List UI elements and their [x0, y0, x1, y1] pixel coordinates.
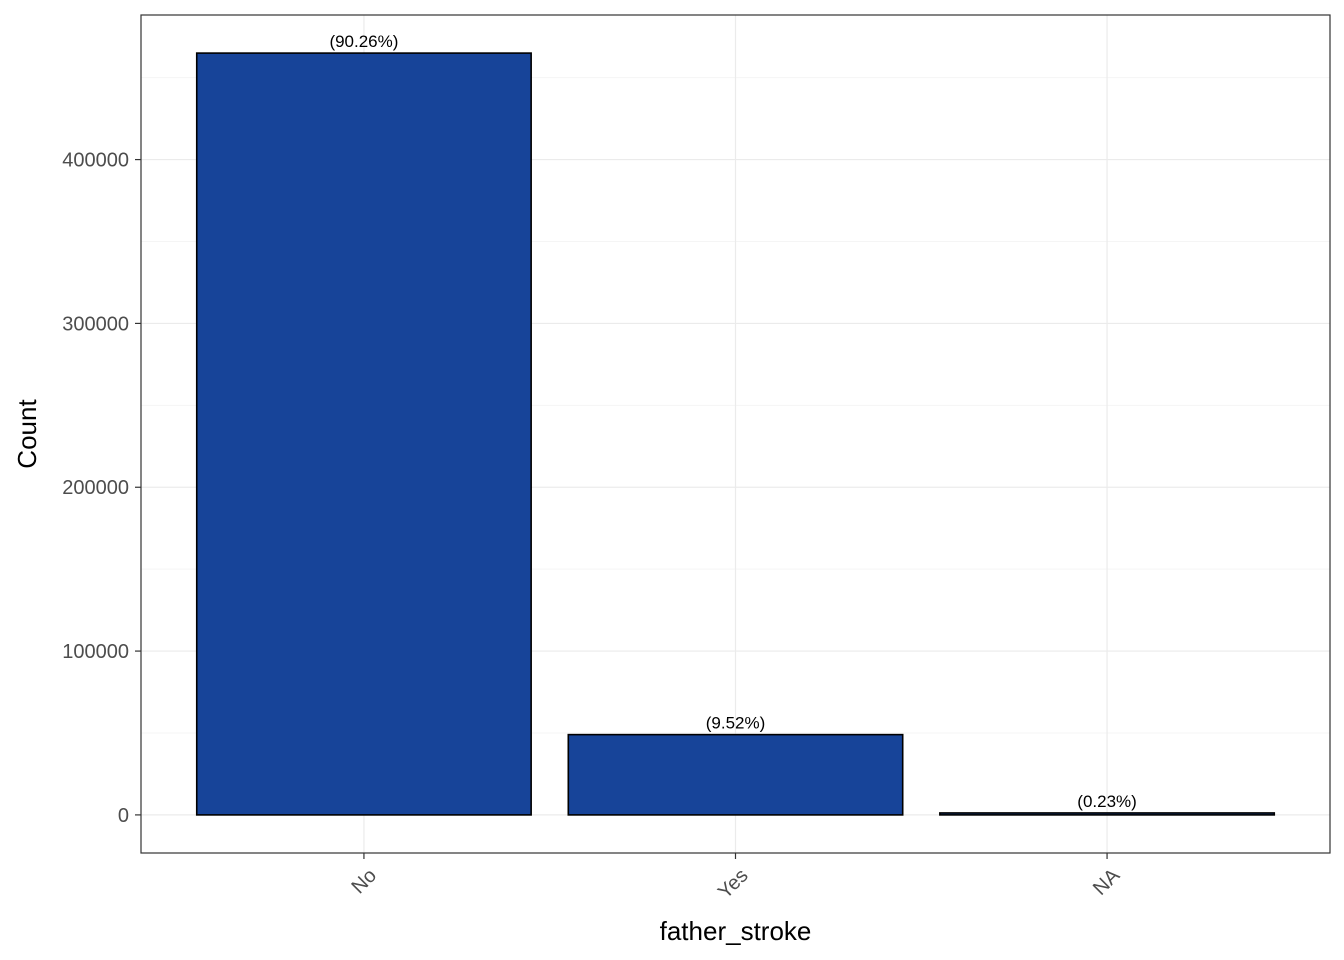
bars	[195, 52, 1276, 816]
y-tick-label: 0	[118, 805, 129, 827]
bar-no	[195, 52, 532, 816]
data-label: (9.52%)	[706, 714, 766, 733]
x-tick-label: Yes	[714, 865, 753, 904]
bar-na	[939, 812, 1276, 816]
x-tick-label: No	[347, 865, 381, 899]
data-labels: (90.26%) (9.52%) (0.23%)	[329, 32, 1136, 811]
x-axis-ticks: No Yes NA	[347, 853, 1125, 904]
data-label: (90.26%)	[329, 32, 398, 51]
y-axis-title: Count	[12, 399, 42, 469]
y-tick-label: 300000	[62, 313, 129, 335]
x-tick-label: NA	[1089, 864, 1125, 900]
y-axis-ticks: 0 100000 200000 300000 400000	[62, 150, 141, 827]
y-tick-label: 200000	[62, 477, 129, 499]
y-tick-label: 100000	[62, 641, 129, 663]
y-tick-label: 400000	[62, 150, 129, 172]
bar-yes	[567, 733, 904, 816]
data-label: (0.23%)	[1077, 792, 1137, 811]
x-axis-title: father_stroke	[660, 916, 812, 946]
